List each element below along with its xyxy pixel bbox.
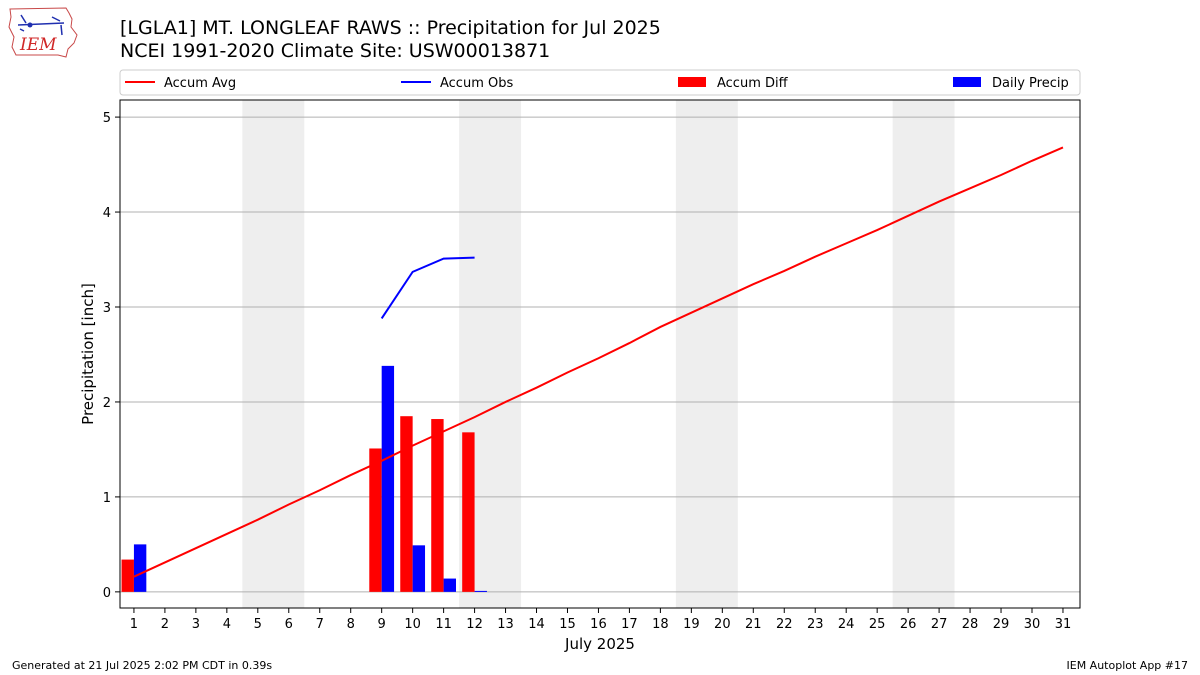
weekend-band xyxy=(242,100,305,608)
weekend-band xyxy=(675,100,738,608)
y-axis-label: Precipitation [inch] xyxy=(79,283,97,425)
y-tick-label: 4 xyxy=(103,206,111,221)
x-tick-label: 7 xyxy=(316,617,324,632)
x-tick-label: 1 xyxy=(130,617,138,632)
svg-text:IEM: IEM xyxy=(19,35,57,55)
x-tick-label: 20 xyxy=(714,617,731,632)
footer-generated: Generated at 21 Jul 2025 2:02 PM CDT in … xyxy=(12,659,273,672)
x-tick-label: 25 xyxy=(869,617,886,632)
x-tick-label: 29 xyxy=(993,617,1010,632)
x-tick-label: 6 xyxy=(285,617,293,632)
y-tick-label: 0 xyxy=(103,586,111,601)
x-tick-label: 27 xyxy=(931,617,948,632)
x-axis-label: July 2025 xyxy=(564,635,635,653)
weekend-band xyxy=(892,100,955,608)
bar-daily-precip xyxy=(133,544,147,592)
bar-accum-diff xyxy=(121,559,134,592)
x-tick-label: 31 xyxy=(1055,617,1072,632)
x-tick-label: 15 xyxy=(559,617,576,632)
bar-daily-precip xyxy=(381,365,395,592)
chart-title: [LGLA1] MT. LONGLEAF RAWS :: Precipitati… xyxy=(120,17,661,39)
bar-accum-diff xyxy=(431,419,444,592)
footer-app: IEM Autoplot App #17 xyxy=(1066,659,1189,672)
x-tick-label: 13 xyxy=(497,617,514,632)
legend-label: Accum Diff xyxy=(717,76,789,91)
x-tick-label: 30 xyxy=(1024,617,1041,632)
iem-logo: IEM xyxy=(6,5,80,63)
x-tick-label: 5 xyxy=(254,617,262,632)
x-tick-label: 19 xyxy=(683,617,700,632)
x-tick-label: 10 xyxy=(404,617,421,632)
legend-box xyxy=(119,69,1081,96)
x-tick-label: 9 xyxy=(378,617,386,632)
x-tick-label: 24 xyxy=(838,617,855,632)
chart-subtitle: NCEI 1991-2020 Climate Site: USW00013871 xyxy=(120,40,551,62)
bar-daily-precip xyxy=(474,590,487,592)
x-tick-label: 23 xyxy=(807,617,824,632)
bar-daily-precip xyxy=(412,545,426,592)
x-tick-label: 28 xyxy=(962,617,979,632)
legend-label: Accum Avg xyxy=(164,76,236,91)
x-tick-label: 12 xyxy=(466,617,483,632)
x-tick-label: 14 xyxy=(528,617,545,632)
x-tick-label: 21 xyxy=(745,617,762,632)
x-tick-label: 22 xyxy=(776,617,793,632)
x-tick-label: 17 xyxy=(621,617,638,632)
legend-swatch xyxy=(678,77,706,87)
x-tick-label: 8 xyxy=(347,617,355,632)
x-tick-label: 26 xyxy=(900,617,917,632)
line-accum-obs xyxy=(380,256,475,319)
legend-swatch xyxy=(953,77,981,87)
x-tick-label: 18 xyxy=(652,617,669,632)
legend-label: Accum Obs xyxy=(440,76,513,91)
x-tick-label: 4 xyxy=(223,617,231,632)
bar-accum-diff xyxy=(462,432,475,592)
x-tick-label: 2 xyxy=(161,617,169,632)
line-accum-avg xyxy=(133,146,1064,578)
x-tick-label: 11 xyxy=(435,617,452,632)
y-tick-label: 2 xyxy=(103,396,111,411)
legend-label: Daily Precip xyxy=(992,76,1069,91)
bar-accum-diff xyxy=(369,448,382,592)
x-tick-label: 16 xyxy=(590,617,607,632)
x-tick-label: 3 xyxy=(192,617,200,632)
y-tick-label: 5 xyxy=(103,111,111,126)
plot-frame xyxy=(119,99,1081,609)
bar-accum-diff xyxy=(400,416,413,592)
bar-daily-precip xyxy=(443,578,456,592)
y-tick-label: 3 xyxy=(103,301,111,316)
y-tick-label: 1 xyxy=(103,491,111,506)
